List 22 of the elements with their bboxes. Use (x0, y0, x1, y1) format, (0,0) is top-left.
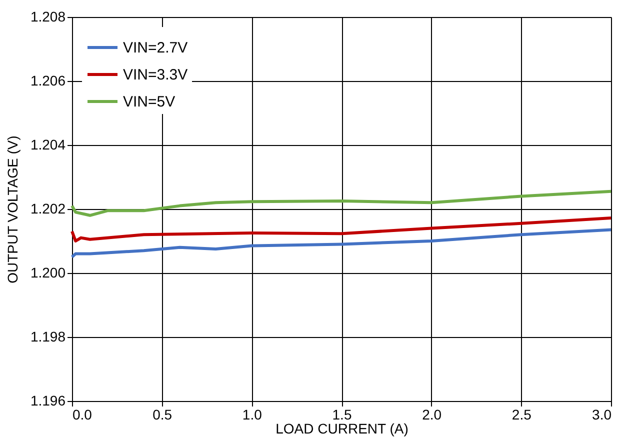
y-tick-label: 1.208 (30, 8, 66, 24)
y-tick-label: 1.202 (30, 200, 66, 216)
y-axis-title: OUTPUT VOLTAGE (V) (4, 136, 20, 284)
x-tick-label: 2.5 (512, 406, 532, 422)
line-series (70, 228, 612, 258)
y-tick-label: 1.204 (30, 136, 66, 152)
line-series (70, 216, 612, 242)
x-tick-label: 1.5 (332, 406, 352, 422)
y-tick-label: 1.200 (30, 264, 66, 280)
x-tick-label: 1.0 (242, 406, 262, 422)
x-tick-label: 2.0 (422, 406, 442, 422)
x-tick-label: 0.5 (152, 406, 172, 422)
line-series (70, 190, 612, 217)
y-tick-label: 1.196 (30, 392, 66, 408)
y-tick-label: 1.206 (30, 72, 66, 88)
y-tick-label: 1.198 (30, 328, 66, 344)
legend-label: VIN=5V (123, 94, 176, 110)
x-tick-label: 0.0 (72, 406, 92, 422)
x-axis-title: LOAD CURRENT (A) (276, 420, 408, 436)
legend-label: VIN=2.7V (123, 40, 188, 56)
x-tick-label: 3.0 (592, 406, 612, 422)
legend-label: VIN=3.3V (123, 66, 188, 84)
